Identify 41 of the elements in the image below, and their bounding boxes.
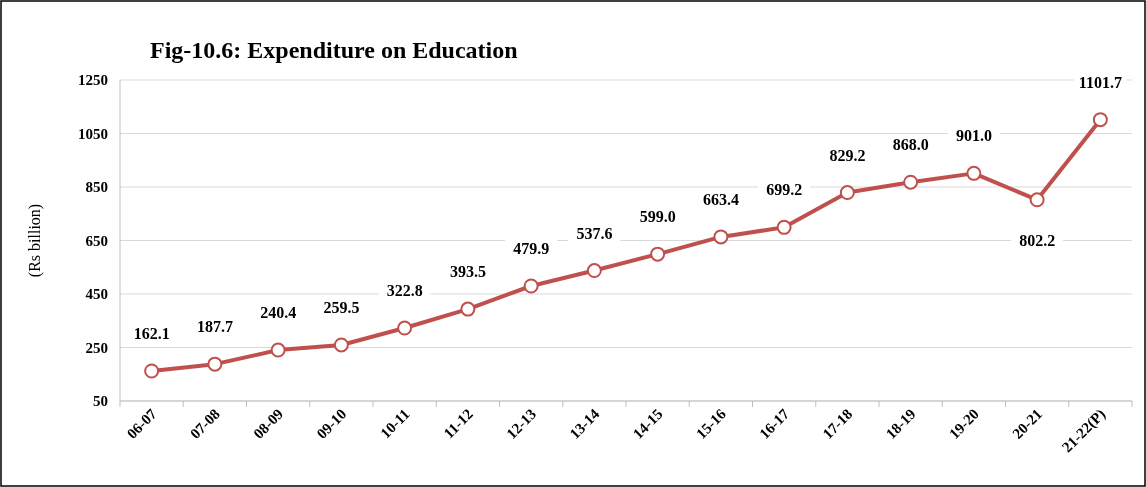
data-label: 829.2 xyxy=(829,146,866,164)
point xyxy=(523,278,539,294)
point xyxy=(839,185,855,201)
data-label: 1101.7 xyxy=(1078,73,1122,91)
point xyxy=(713,229,729,245)
data-label: 868.0 xyxy=(892,136,929,154)
y-tick-label: 850 xyxy=(85,179,108,195)
point xyxy=(1029,192,1045,208)
data-label: 162.1 xyxy=(133,325,170,343)
y-axis-title: (Rs billion) xyxy=(26,203,44,278)
chart-title: Fig-10.6: Expenditure on Education xyxy=(150,37,518,63)
y-tick-label: 1250 xyxy=(78,72,108,88)
data-label: 322.8 xyxy=(386,282,423,300)
point xyxy=(586,263,602,279)
y-tick-label: 650 xyxy=(85,232,108,249)
point xyxy=(1092,112,1108,128)
data-label: 901.0 xyxy=(955,127,992,145)
point xyxy=(776,219,792,235)
data-label: 479.9 xyxy=(513,240,550,257)
y-tick-label: 1050 xyxy=(78,125,108,142)
data-label: 537.6 xyxy=(576,224,613,242)
data-label: 240.4 xyxy=(260,304,297,322)
point xyxy=(207,356,223,372)
point xyxy=(270,342,286,358)
y-tick-label: 450 xyxy=(85,286,108,302)
data-label: 802.2 xyxy=(1019,231,1056,249)
data-label: 259.5 xyxy=(323,298,360,316)
point xyxy=(966,165,982,181)
point xyxy=(903,174,919,190)
data-label: 393.5 xyxy=(449,263,486,281)
y-tick-label: 50 xyxy=(93,393,108,409)
data-label: 663.4 xyxy=(702,190,739,208)
point xyxy=(144,363,160,379)
data-label: 699.2 xyxy=(766,181,803,199)
data-label: 599.0 xyxy=(639,208,676,226)
data-label: 187.7 xyxy=(196,318,233,336)
point xyxy=(397,320,413,336)
y-tick-label: 250 xyxy=(85,339,108,356)
point xyxy=(650,246,666,262)
point xyxy=(333,337,349,353)
point xyxy=(460,301,476,317)
